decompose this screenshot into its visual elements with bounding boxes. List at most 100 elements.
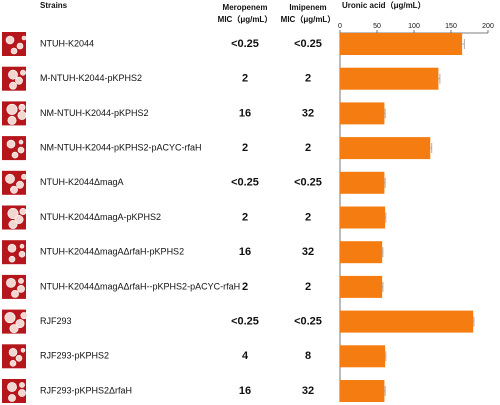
bar [340, 206, 386, 229]
colony [18, 250, 26, 258]
bar [340, 380, 385, 402]
mic: 8 [305, 350, 311, 362]
colony [9, 359, 17, 367]
mic: 2 [305, 281, 311, 293]
mic: 2 [242, 281, 248, 293]
colony [7, 115, 17, 125]
colony [15, 76, 23, 85]
x-tick-label: 150 [445, 23, 457, 30]
mic: 16 [239, 246, 251, 258]
bar [340, 102, 385, 125]
colony [10, 185, 18, 194]
meropenem-header: Meropenem [223, 3, 268, 12]
colony [8, 394, 16, 402]
strain-name: NTUH-K2044ΔmagA [40, 177, 124, 187]
mic: 32 [302, 107, 314, 119]
meropenem-header: MIC（μg/mL） [218, 14, 273, 24]
strain-name: RJF293-pKPHS2 [40, 351, 109, 361]
x-tick-label: 100 [408, 23, 420, 30]
colony [18, 277, 24, 284]
colony [18, 103, 26, 111]
colony [20, 347, 26, 353]
colony [9, 324, 19, 334]
chart-title: Uronic acid（μg/mL） [342, 0, 426, 10]
colony [7, 243, 17, 253]
colony [5, 35, 15, 45]
mic: <0.25 [294, 177, 322, 189]
strain-name: M-NTUH-K2044-pKPHS2 [40, 73, 142, 83]
mic: 2 [242, 142, 248, 154]
colony [8, 255, 16, 263]
bar [340, 33, 463, 55]
mic: <0.25 [231, 316, 259, 328]
colony [9, 81, 17, 90]
colony [6, 139, 16, 149]
colony [18, 389, 26, 397]
colony [4, 312, 16, 324]
mic: <0.25 [231, 38, 259, 50]
colony [11, 289, 19, 298]
imipenem-header: MIC（μg/mL） [281, 14, 336, 24]
colony [8, 69, 18, 80]
strains-header: Strains [40, 1, 68, 10]
mic: 2 [305, 142, 311, 154]
strain-name: NM-NTUH-K2044-pKPHS2 [40, 108, 149, 118]
mic: 4 [242, 350, 249, 362]
strain-name: RJF293 [40, 316, 72, 326]
colony [19, 243, 25, 249]
colony [10, 47, 18, 55]
mic: 32 [302, 246, 314, 258]
bar [340, 310, 474, 333]
strain-name: NTUH-K2044ΔmagAΔrfaH-pKPHS2 [40, 247, 184, 257]
colony [6, 103, 18, 115]
strain-name: RJF293-pKPHS2ΔrfaH [40, 385, 132, 395]
colony [8, 347, 18, 357]
colony [15, 354, 23, 362]
mic: 32 [302, 385, 314, 397]
x-tick-label: 200 [482, 23, 494, 30]
colony [16, 42, 24, 50]
bar [340, 137, 431, 160]
colony [5, 173, 15, 184]
strain-name: NTUH-K2044ΔmagA-pKPHS2 [40, 212, 161, 222]
colony [7, 208, 19, 220]
colony [17, 146, 25, 154]
mic: 16 [239, 385, 251, 397]
mic: <0.25 [294, 316, 322, 328]
strain-name: NTUH-K2044 [40, 38, 94, 48]
colony [20, 312, 28, 320]
mic: <0.25 [294, 38, 322, 50]
colony [19, 208, 27, 216]
bar [340, 67, 439, 90]
colony [15, 319, 25, 329]
strain-name: NTUH-K2044ΔmagAΔrfaH--pKPHS2-pACYC-rfaH [40, 281, 240, 291]
mic: <0.25 [231, 177, 259, 189]
colony [16, 180, 24, 189]
strain-name: NM-NTUH-K2044-pKPHS2-pACYC-rfaH [40, 142, 202, 152]
bar [340, 171, 385, 194]
colony [19, 382, 25, 388]
bar [340, 345, 386, 368]
mic: 2 [305, 73, 311, 85]
colony [6, 277, 16, 288]
colony [17, 284, 25, 293]
colony [14, 215, 24, 225]
bar [340, 241, 383, 264]
x-tick-label: 50 [373, 23, 381, 30]
mic: 16 [239, 107, 251, 119]
imipenem-header: Imipenem [289, 3, 326, 12]
bar [340, 275, 383, 298]
mic: 2 [242, 73, 248, 85]
x-tick-label: 0 [338, 23, 342, 30]
colony [21, 173, 27, 180]
colony [17, 110, 27, 120]
mic: 2 [242, 211, 248, 223]
colony [8, 220, 18, 230]
colony [20, 69, 26, 76]
mic: 2 [305, 211, 311, 223]
colony [18, 139, 24, 145]
colony [11, 151, 19, 159]
colony [21, 35, 27, 41]
colony [7, 382, 17, 392]
